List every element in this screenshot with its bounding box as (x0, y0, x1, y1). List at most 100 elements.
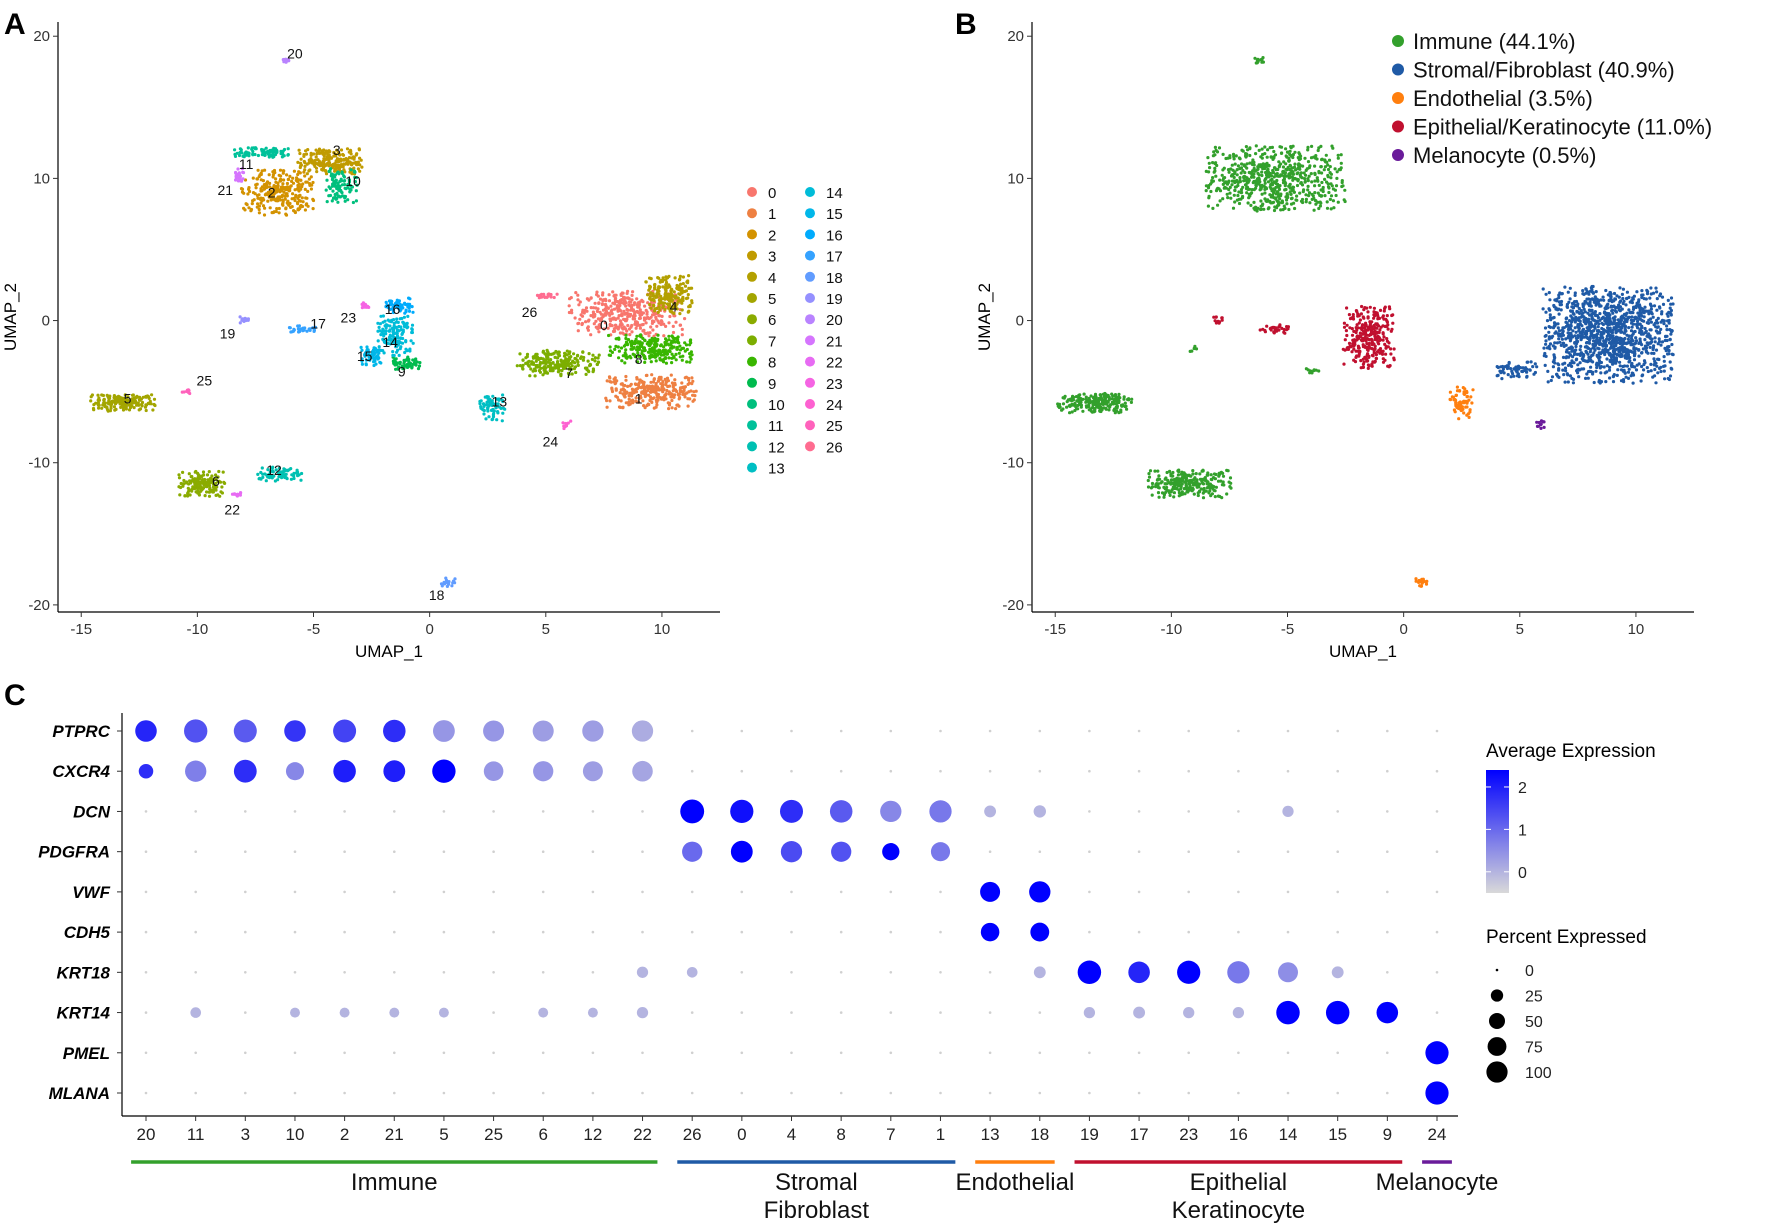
scatter-point (267, 173, 271, 177)
scatter-point (687, 305, 691, 309)
scatter-point (1592, 339, 1596, 343)
scatter-point (675, 403, 679, 407)
scatter-point (1224, 180, 1228, 184)
scatter-point (264, 479, 268, 483)
scatter-point (1281, 169, 1285, 173)
x-tick-label: 0 (425, 621, 433, 638)
scatter-point (1252, 160, 1256, 164)
scatter-point (271, 170, 275, 174)
scatter-point (481, 402, 486, 406)
scatter-point (338, 163, 342, 168)
scatter-point (1237, 201, 1242, 206)
scatter-point (256, 202, 260, 206)
scatter-point (234, 171, 238, 175)
scatter-point (604, 302, 608, 307)
scatter-point (620, 314, 624, 318)
scatter-point (683, 317, 687, 321)
scatter-point (1127, 398, 1131, 402)
scatter-point (548, 358, 553, 362)
scatter-point (1570, 364, 1574, 368)
scatter-point (451, 579, 456, 583)
scatter-point (676, 338, 680, 342)
scatter-point (1635, 290, 1639, 294)
scatter-point (639, 396, 643, 400)
scatter-point (630, 323, 634, 328)
scatter-point (667, 356, 671, 360)
scatter-point (392, 321, 396, 325)
scatter-point (672, 290, 676, 294)
scatter-point (656, 286, 661, 291)
scatter-point (330, 199, 334, 203)
scatter-point (601, 299, 605, 303)
scatter-point (669, 310, 674, 314)
y-tick-label: 20 (1007, 28, 1024, 45)
scatter-point (642, 318, 647, 322)
scatter-point (318, 151, 322, 155)
scatter-point (628, 300, 632, 304)
scatter-point (643, 331, 647, 335)
scatter-point (1272, 149, 1276, 154)
scatter-point (334, 166, 338, 170)
scatter-point (250, 202, 254, 206)
scatter-point (253, 192, 257, 196)
scatter-point (404, 358, 408, 362)
scatter-point (595, 309, 600, 313)
scatter-point (1329, 194, 1334, 198)
scatter-point (676, 299, 680, 304)
scatter-point (1243, 164, 1247, 168)
legend-label: 0 (768, 185, 776, 202)
scatter-point (1319, 201, 1323, 205)
scatter-point (259, 172, 263, 177)
scatter-point (1618, 286, 1622, 290)
scatter-point (533, 374, 537, 378)
legend-label: 19 (826, 291, 843, 308)
scatter-point (653, 283, 657, 287)
scatter-point (664, 361, 669, 365)
scatter-point (1640, 343, 1644, 347)
scatter-point (1214, 161, 1218, 165)
scatter-point (562, 359, 566, 363)
scatter-point (1211, 179, 1215, 183)
scatter-point (620, 323, 624, 327)
scatter-point (626, 384, 630, 388)
scatter-point (609, 309, 613, 313)
scatter-point (637, 400, 641, 404)
cluster-legend: 0123456789101112131415161718192021222324… (747, 185, 843, 478)
scatter-point (1232, 193, 1236, 197)
scatter-point (653, 285, 657, 289)
scatter-point (1289, 154, 1293, 158)
scatter-point (1087, 408, 1091, 412)
scatter-point (1157, 495, 1161, 499)
scatter-point (655, 324, 659, 328)
scatter-point (645, 310, 649, 314)
scatter-point (1298, 173, 1302, 177)
scatter-point (354, 160, 358, 164)
scatter-point (1290, 169, 1294, 173)
scatter-point (1276, 200, 1280, 204)
scatter-point (1649, 320, 1653, 324)
scatter-point (127, 403, 131, 407)
scatter-point (1304, 197, 1308, 201)
scatter-point (183, 494, 187, 498)
scatter-point (354, 199, 358, 203)
scatter-point (1306, 368, 1310, 372)
scatter-point (1167, 481, 1171, 485)
cluster-label: 9 (398, 364, 406, 380)
scatter-point (1150, 481, 1155, 486)
scatter-point (207, 494, 212, 498)
scatter-point (410, 330, 414, 335)
scatter-point (1324, 153, 1328, 157)
scatter-point (576, 298, 580, 302)
scatter-point (664, 382, 668, 386)
scatter-point (611, 301, 615, 305)
scatter-point (1188, 480, 1192, 484)
scatter-point (652, 396, 656, 400)
scatter-point (330, 172, 334, 176)
scatter-point (636, 340, 640, 344)
scatter-point (686, 293, 690, 297)
scatter-point (1662, 322, 1666, 326)
scatter-point (328, 150, 332, 154)
scatter-point (674, 407, 678, 411)
legend-swatch (747, 441, 757, 452)
scatter-point (551, 366, 556, 370)
